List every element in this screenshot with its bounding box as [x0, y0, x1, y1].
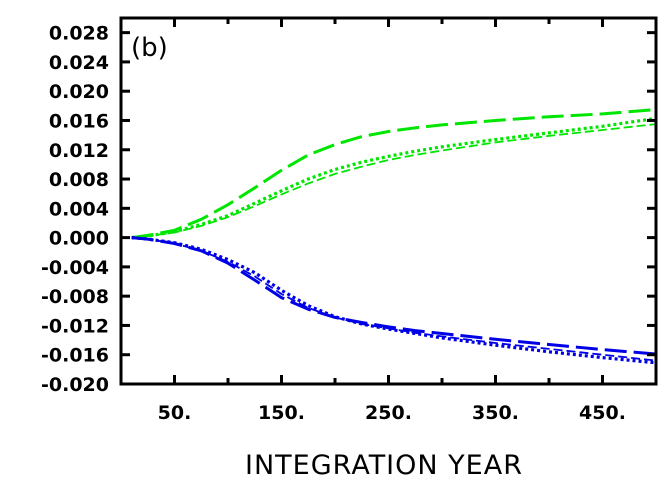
- series-line-2: [131, 116, 657, 240]
- series-line-1: [131, 108, 657, 240]
- x-tick-label: 150.: [258, 402, 305, 424]
- x-tick-label: 50.: [158, 402, 192, 424]
- label-layer: -0.020 -0.016 -0.012 -0.008 -0.004 0.000 0.004…: [41, 23, 626, 424]
- y-tick-label: -0.016: [41, 345, 109, 367]
- y-tick-label: 0.004: [49, 198, 109, 220]
- x-axis-title: INTEGRATION YEAR: [245, 450, 523, 481]
- panel-label: (b): [131, 33, 168, 63]
- tick-layer: [119, 18, 658, 386]
- y-tick-label: 0.000: [49, 228, 109, 250]
- y-tick-label: -0.012: [41, 315, 109, 337]
- y-tick-label: -0.020: [41, 374, 109, 396]
- y-tick-label: 0.012: [49, 140, 109, 162]
- x-tick-label: 450.: [579, 402, 626, 424]
- series-line-5: [131, 236, 657, 365]
- x-tick-label: 350.: [472, 402, 519, 424]
- y-tick-label: 0.028: [49, 23, 109, 45]
- series-layer: [131, 108, 657, 365]
- series-line-3: [131, 123, 657, 239]
- y-tick-label: 0.024: [49, 52, 109, 74]
- y-tick-label: 0.020: [49, 81, 109, 103]
- y-tick-label: -0.004: [41, 257, 109, 279]
- series-line-6: [131, 236, 657, 362]
- y-tick-label: -0.008: [41, 286, 109, 308]
- y-tick-label: 0.016: [49, 110, 109, 132]
- x-tick-label: 250.: [365, 402, 412, 424]
- y-tick-label: 0.008: [49, 169, 109, 191]
